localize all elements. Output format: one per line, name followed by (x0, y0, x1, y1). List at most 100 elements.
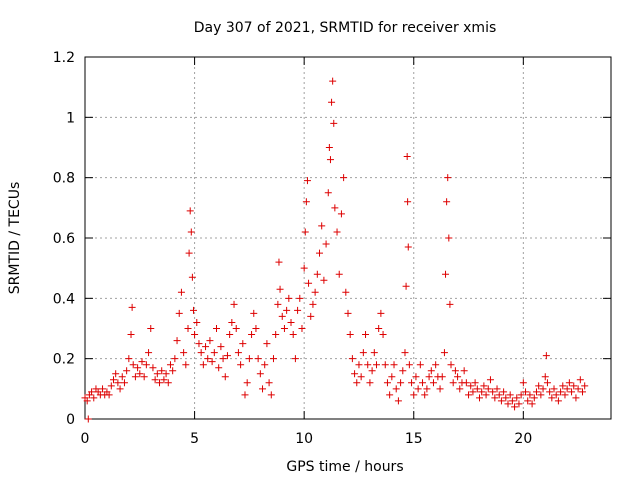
data-point (267, 391, 275, 399)
data-point (239, 340, 247, 348)
data-point (388, 373, 396, 381)
data-point (177, 288, 185, 296)
data-point (404, 198, 412, 206)
data-point (570, 382, 578, 390)
data-point (189, 306, 197, 314)
data-point (232, 325, 240, 332)
data-point (330, 119, 338, 127)
data-point (294, 306, 302, 314)
data-point (419, 379, 427, 387)
data-point (416, 361, 424, 369)
data-point (331, 204, 339, 212)
data-point (357, 373, 365, 381)
data-point (307, 312, 315, 320)
data-point (320, 276, 328, 284)
data-point (187, 228, 195, 236)
data-point (275, 258, 283, 266)
data-point (291, 355, 299, 363)
data-point (107, 382, 115, 390)
data-point (445, 234, 453, 242)
data-point (561, 391, 569, 399)
data-point (528, 400, 536, 408)
data-point (340, 174, 348, 182)
data-point (351, 370, 359, 378)
data-point (138, 358, 146, 366)
data-point (397, 379, 405, 387)
data-point (471, 379, 479, 387)
data-point (186, 207, 194, 215)
data-point (254, 355, 262, 363)
data-point (180, 349, 188, 357)
data-point (460, 367, 468, 375)
data-point (554, 397, 562, 405)
data-point (408, 379, 416, 387)
data-point (383, 379, 391, 387)
data-point (171, 355, 179, 363)
data-point (497, 397, 505, 405)
data-point (197, 349, 205, 357)
x-tick-label: 5 (190, 431, 199, 447)
y-tick-label: 0.6 (53, 231, 75, 247)
data-point (116, 385, 124, 393)
plot-frame (84, 56, 612, 420)
data-point (261, 361, 269, 369)
data-point (221, 373, 229, 381)
data-point (412, 373, 420, 381)
data-point (495, 391, 503, 399)
data-point (300, 264, 308, 272)
data-point (359, 349, 367, 357)
data-point (112, 370, 120, 378)
data-point (438, 373, 446, 381)
data-point (530, 394, 538, 402)
data-point (228, 318, 236, 326)
data-point (303, 177, 311, 185)
y-tick-label: 1.2 (53, 50, 75, 66)
data-point (302, 198, 310, 206)
data-point (140, 373, 148, 381)
grid (85, 57, 611, 419)
data-point (539, 385, 547, 393)
data-point (504, 400, 512, 408)
data-point (289, 331, 297, 339)
data-point (208, 358, 216, 366)
data-point (99, 385, 107, 393)
data-point (446, 300, 454, 308)
data-point (451, 367, 459, 375)
data-point (123, 367, 131, 375)
data-point (550, 385, 558, 393)
data-point (206, 337, 214, 345)
data-point (241, 391, 249, 399)
x-tick-label: 15 (405, 431, 423, 447)
data-point (370, 349, 378, 357)
data-point (491, 394, 499, 402)
data-point (333, 228, 341, 236)
data-point (379, 331, 387, 339)
data-point (283, 306, 291, 314)
data-point (454, 373, 462, 381)
data-point (318, 222, 326, 230)
data-point (342, 288, 350, 296)
data-point (125, 355, 133, 363)
x-tick-label: 0 (81, 431, 90, 447)
data-point (353, 379, 361, 387)
data-point (456, 385, 464, 393)
data-point (248, 331, 256, 339)
data-point (269, 355, 277, 363)
data-point (287, 318, 295, 326)
data-point (467, 382, 475, 390)
data-point (366, 379, 374, 387)
data-point (375, 325, 383, 332)
data-point (185, 249, 193, 257)
data-point (559, 382, 567, 390)
data-point (444, 174, 452, 182)
data-point (535, 382, 543, 390)
data-point (443, 198, 451, 206)
data-point (265, 379, 273, 387)
data-point (381, 361, 389, 369)
data-point (129, 361, 137, 369)
data-point (280, 325, 288, 332)
data-point (346, 331, 354, 339)
data-point (325, 144, 333, 151)
data-point (337, 210, 345, 218)
data-point (166, 361, 174, 369)
